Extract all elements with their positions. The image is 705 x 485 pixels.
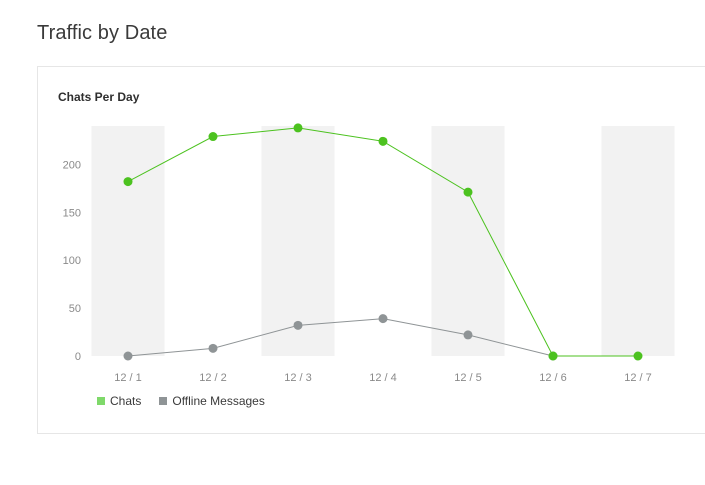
chats-point[interactable] — [548, 351, 558, 361]
y-tick-label: 0 — [75, 351, 81, 363]
background-bands — [91, 126, 675, 356]
chats-point[interactable] — [293, 123, 303, 133]
section-title: Traffic by Date — [37, 22, 168, 44]
y-tick-label: 100 — [63, 255, 81, 267]
offline-messages-point[interactable] — [378, 314, 388, 324]
x-tick-label: 12 / 7 — [624, 372, 652, 384]
offline-messages-point[interactable] — [463, 330, 473, 340]
x-tick-label: 12 / 6 — [539, 372, 567, 384]
x-tick-label: 12 / 1 — [114, 372, 142, 384]
y-tick-label: 50 — [69, 303, 81, 315]
offline-messages-point[interactable] — [208, 343, 218, 353]
chart-legend: Chats Offline Messages — [97, 394, 283, 408]
x-tick-label: 12 / 4 — [369, 372, 397, 384]
chats-point[interactable] — [633, 351, 643, 361]
legend-label: Offline Messages — [172, 394, 265, 408]
x-tick-label: 12 / 2 — [199, 372, 227, 384]
y-axis-ticks: 0 50 100 150 200 — [63, 159, 81, 363]
legend-label: Chats — [110, 394, 142, 408]
background-band — [261, 126, 335, 356]
legend-item-offline-messages[interactable]: Offline Messages — [159, 394, 265, 408]
background-band — [91, 126, 165, 356]
y-tick-label: 150 — [63, 207, 81, 219]
legend-swatch — [159, 397, 168, 405]
legend-swatch — [97, 397, 105, 405]
background-band — [601, 126, 675, 356]
chart-title: Chats Per Day — [58, 90, 140, 104]
chats-point[interactable] — [378, 136, 388, 146]
chats-point[interactable] — [123, 177, 133, 187]
y-tick-label: 200 — [63, 159, 81, 171]
offline-messages-point[interactable] — [293, 320, 303, 330]
x-tick-label: 12 / 3 — [284, 372, 312, 384]
chats-point[interactable] — [463, 187, 473, 197]
legend-item-chats[interactable]: Chats — [97, 394, 141, 408]
background-band — [431, 126, 505, 356]
offline-messages-line — [127, 318, 554, 357]
x-axis-ticks: 12 / 1 12 / 2 12 / 3 12 / 4 12 / 5 12 / 6 12 /… — [114, 372, 652, 384]
x-tick-label: 12 / 5 — [454, 372, 482, 384]
series-points — [123, 123, 643, 361]
chats-point[interactable] — [208, 132, 218, 142]
offline-messages-point[interactable] — [123, 351, 133, 361]
